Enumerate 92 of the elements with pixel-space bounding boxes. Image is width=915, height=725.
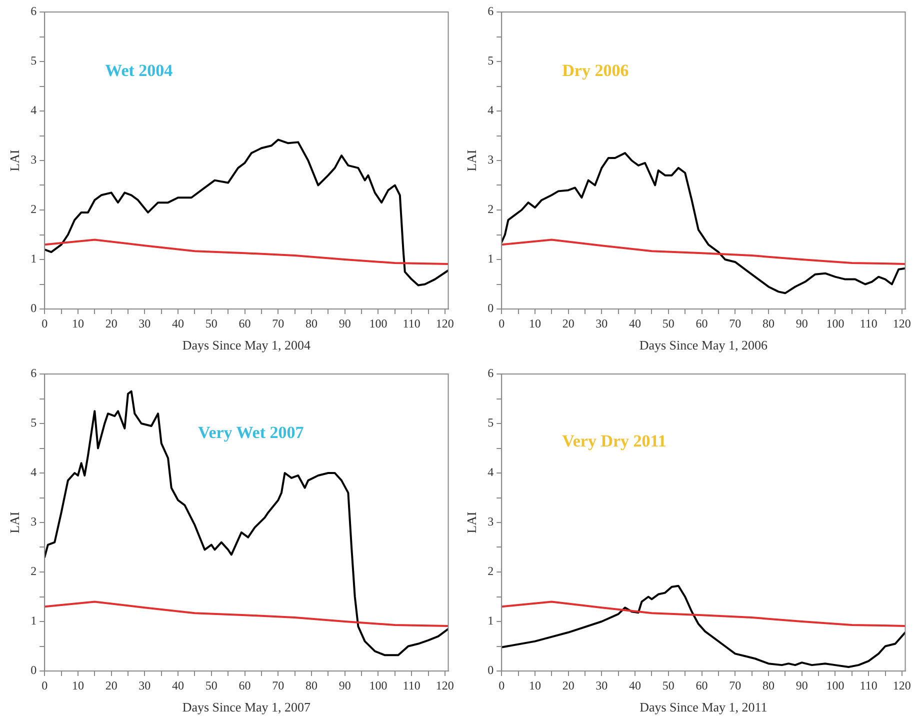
x-tick-label: 100 [826, 678, 844, 692]
y-tick-label: 2 [488, 202, 494, 216]
x-tick-label: 110 [860, 316, 878, 330]
y-tick-label: 6 [488, 366, 494, 380]
y-tick-label: 0 [488, 663, 494, 678]
x-tick-label: 90 [796, 678, 808, 692]
y-tick-label: 6 [30, 4, 37, 18]
x-tick-label: 40 [629, 678, 642, 692]
y-tick-label: 5 [488, 54, 494, 68]
x-tick-label: 100 [369, 678, 388, 692]
x-tick-label: 20 [562, 678, 574, 692]
y-tick-label: 3 [30, 514, 37, 529]
x-tick-label: 70 [729, 678, 742, 692]
x-tick-label: 10 [72, 316, 84, 330]
x-tick-label: 80 [762, 316, 774, 330]
y-tick-label: 6 [488, 4, 494, 18]
y-tick-label: 4 [488, 103, 494, 118]
x-tick-label: 120 [436, 678, 454, 692]
y-tick-label: 5 [30, 416, 37, 430]
x-tick-label: 10 [528, 316, 541, 330]
annotation: Very Dry 2011 [562, 432, 666, 451]
y-tick-label: 0 [30, 663, 37, 678]
x-tick-label: 100 [369, 316, 388, 330]
x-tick-label: 40 [172, 678, 184, 692]
x-tick-label: 0 [42, 316, 48, 330]
y-tick-label: 1 [488, 252, 494, 266]
x-axis-title: Days Since May 1, 2004 [182, 338, 312, 353]
y-tick-label: 2 [488, 564, 494, 578]
y-tick-label: 6 [30, 366, 37, 380]
x-tick-label: 40 [172, 316, 184, 330]
x-tick-label: 90 [338, 316, 351, 330]
x-axis-title: Days Since May 1, 2007 [182, 700, 312, 715]
x-tick-label: 110 [402, 678, 420, 692]
y-tick-label: 5 [488, 416, 494, 430]
x-tick-label: 20 [562, 316, 574, 330]
y-tick-label: 1 [30, 252, 37, 266]
x-tick-label: 70 [272, 316, 284, 330]
x-tick-label: 50 [662, 678, 674, 692]
x-tick-label: 110 [402, 316, 420, 330]
annotation: Very Wet 2007 [198, 422, 304, 442]
y-tick-label: 4 [30, 465, 37, 480]
y-axis-title: LAI [7, 150, 22, 172]
x-tick-label: 80 [305, 678, 318, 692]
x-tick-label: 20 [105, 678, 118, 692]
x-tick-label: 50 [662, 316, 674, 330]
x-tick-label: 90 [796, 316, 808, 330]
x-tick-label: 40 [629, 316, 642, 330]
y-axis-title: LAI [7, 512, 22, 534]
x-tick-label: 120 [892, 678, 911, 692]
y-tick-label: 4 [30, 103, 37, 118]
x-tick-label: 50 [205, 678, 218, 692]
y-tick-label: 1 [30, 614, 37, 628]
x-tick-label: 60 [696, 316, 708, 330]
y-tick-label: 3 [488, 152, 494, 167]
y-tick-label: 1 [488, 614, 494, 628]
x-tick-label: 30 [596, 678, 608, 692]
y-tick-label: 4 [488, 465, 494, 480]
x-tick-label: 60 [238, 678, 251, 692]
x-tick-label: 70 [272, 678, 284, 692]
x-tick-label: 120 [892, 316, 911, 330]
x-tick-label: 60 [696, 678, 708, 692]
x-tick-label: 80 [762, 678, 774, 692]
y-tick-label: 5 [30, 54, 37, 68]
y-tick-label: 0 [30, 301, 37, 316]
x-tick-label: 10 [528, 678, 541, 692]
annotation: Dry 2006 [562, 60, 629, 80]
x-tick-label: 20 [105, 316, 118, 330]
y-tick-label: 2 [30, 564, 37, 578]
x-tick-label: 0 [498, 316, 505, 330]
y-tick-label: 3 [488, 514, 494, 529]
x-tick-label: 0 [498, 678, 505, 692]
y-tick-label: 3 [30, 152, 37, 167]
y-tick-label: 2 [30, 202, 37, 216]
x-tick-label: 60 [238, 316, 251, 330]
x-tick-label: 0 [42, 678, 48, 692]
x-tick-label: 80 [305, 316, 318, 330]
x-tick-label: 50 [205, 316, 218, 330]
x-tick-label: 120 [436, 316, 454, 330]
x-tick-label: 110 [860, 678, 878, 692]
x-axis-title: Days Since May 1, 2006 [639, 338, 768, 353]
x-tick-label: 30 [138, 678, 151, 692]
x-tick-label: 30 [138, 316, 151, 330]
y-axis-title: LAI [464, 150, 480, 172]
x-tick-label: 30 [596, 316, 608, 330]
x-tick-label: 10 [72, 678, 84, 692]
x-tick-label: 90 [338, 678, 351, 692]
y-axis-title: LAI [464, 512, 480, 534]
x-tick-label: 70 [729, 316, 742, 330]
y-tick-label: 0 [488, 301, 494, 316]
x-axis-title: Days Since May 1, 2011 [640, 700, 768, 715]
annotation: Wet 2004 [105, 60, 174, 80]
x-tick-label: 100 [826, 316, 844, 330]
